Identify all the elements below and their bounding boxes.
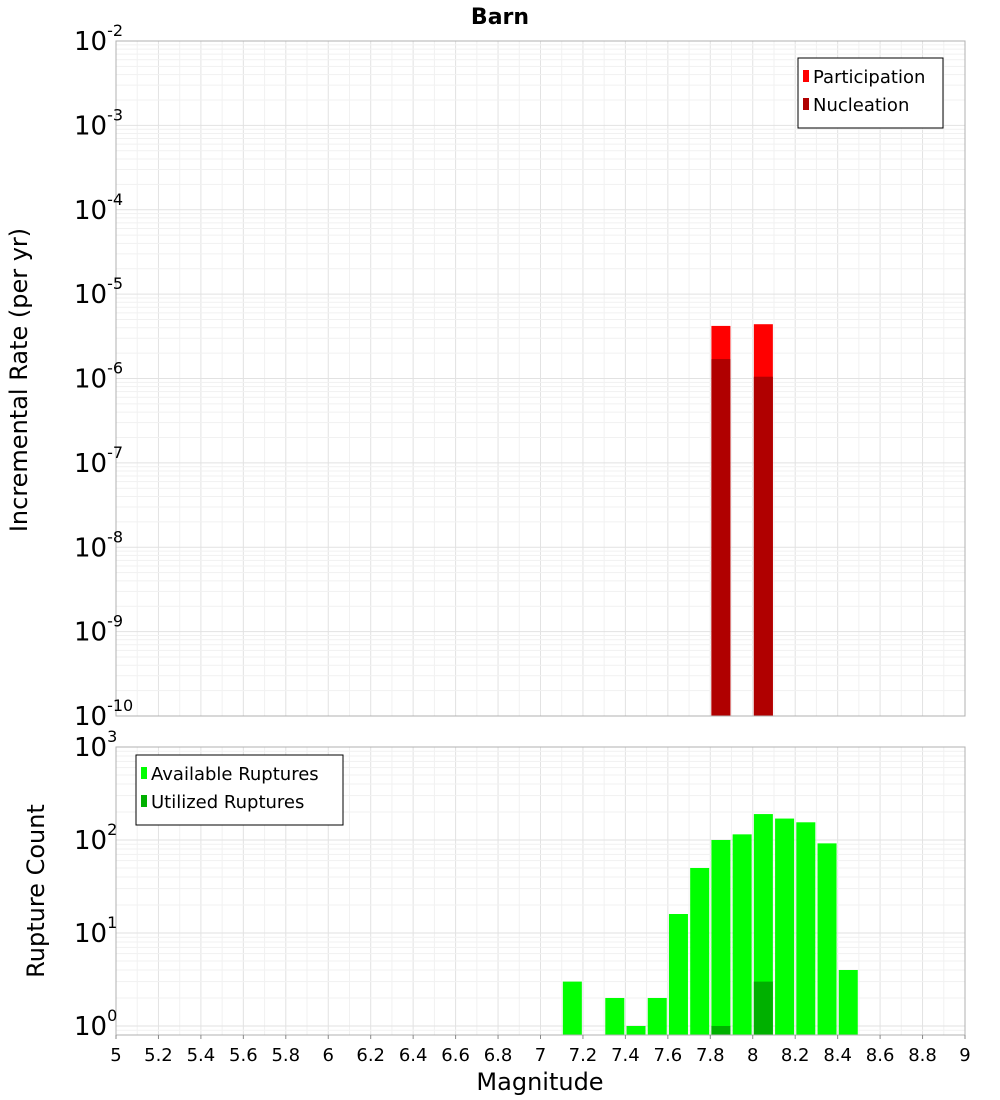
x-tick-label: 9 — [959, 1045, 970, 1066]
x-axis-label: Magnitude — [476, 1068, 603, 1096]
rate-y-tick-label: 10-9 — [74, 612, 123, 648]
x-tick-label: 5.4 — [187, 1045, 216, 1066]
x-tick-label: 7.2 — [569, 1045, 598, 1066]
x-tick-label: 7.8 — [696, 1045, 725, 1066]
count-y-axis-label: Rupture Count — [22, 804, 50, 978]
x-tick-label: 5.6 — [229, 1045, 258, 1066]
utilized-ruptures-bar — [711, 1025, 731, 1035]
x-tick-label: 8.2 — [781, 1045, 810, 1066]
x-tick-label: 6.2 — [356, 1045, 385, 1066]
x-tick-label: 5.2 — [144, 1045, 173, 1066]
available-ruptures-bar — [732, 834, 752, 1035]
nucleation-bar — [711, 359, 731, 716]
x-tick-label: 5 — [110, 1045, 121, 1066]
rate-gridlines — [115, 40, 966, 717]
rate-y-tick-label: 10-10 — [74, 696, 133, 732]
rate-y-tick-label: 10-3 — [74, 105, 123, 141]
count-legend-label: Utilized Ruptures — [151, 792, 304, 813]
rate-legend-swatch — [803, 70, 809, 82]
available-ruptures-bar — [753, 814, 773, 1035]
available-ruptures-bar — [562, 981, 582, 1035]
count-legend-box — [135, 754, 344, 826]
rate-y-tick-label: 10-2 — [74, 21, 123, 57]
x-tick-label: 7.4 — [611, 1045, 640, 1066]
x-tick-label: 6.6 — [441, 1045, 470, 1066]
available-ruptures-bar — [626, 1025, 646, 1035]
count-panel: 100 101 102 103 5 5.2 5.4 5.6 5.8 6 6.2 6.4 6.6 6.8 7… — [22, 727, 971, 1096]
count-legend: Available Ruptures Utilized Ruptures — [135, 754, 344, 826]
rate-legend: Participation Nucleation — [797, 57, 944, 129]
rate-y-tick-label: 10-7 — [74, 443, 123, 479]
available-ruptures-bar — [838, 969, 858, 1035]
x-tick-label: 7 — [535, 1045, 546, 1066]
available-ruptures-bar — [668, 914, 688, 1035]
count-y-tick-label: 102 — [74, 820, 117, 856]
x-tick-label: 7.6 — [654, 1045, 683, 1066]
count-legend-swatch — [141, 795, 147, 807]
nucleation-bar — [753, 376, 773, 716]
rate-y-axis-label: Incremental Rate (per yr) — [5, 228, 33, 532]
rate-y-ticks: 10-10 10-9 10-8 10-7 10-6 10-5 10-4 10-3 10-2 — [74, 21, 133, 732]
rate-y-tick-label: 10-4 — [74, 190, 123, 226]
x-tick-label: 8 — [747, 1045, 758, 1066]
available-ruptures-bar — [690, 867, 710, 1035]
rate-legend-label: Participation — [813, 67, 925, 88]
rate-y-tick-label: 10-5 — [74, 274, 123, 310]
x-tick-label: 6.4 — [399, 1045, 428, 1066]
x-tick-label: 8.4 — [823, 1045, 852, 1066]
available-ruptures-bar — [711, 839, 731, 1035]
x-tick-label: 5.8 — [271, 1045, 300, 1066]
x-tick-label: 6.8 — [484, 1045, 513, 1066]
chart-title: Barn — [471, 5, 529, 30]
count-legend-label: Available Ruptures — [151, 764, 319, 785]
magnitude-x-ticks: 5 5.2 5.4 5.6 5.8 6 6.2 6.4 6.6 6.8 7 7.2 7.4 7.6 7.8 8… — [110, 1035, 971, 1066]
count-y-ticks: 100 101 102 103 — [74, 727, 117, 1042]
rate-plot-border — [115, 40, 966, 717]
available-ruptures-bar — [775, 818, 795, 1035]
rate-bars — [711, 324, 773, 716]
count-legend-swatch — [141, 767, 147, 779]
rate-y-tick-label: 10-8 — [74, 527, 123, 563]
x-tick-label: 8.6 — [866, 1045, 895, 1066]
rate-legend-box — [797, 57, 944, 129]
count-y-tick-label: 100 — [74, 1006, 117, 1042]
available-ruptures-bar — [796, 822, 816, 1035]
count-y-tick-label: 101 — [74, 913, 117, 949]
utilized-ruptures-bar — [753, 981, 773, 1035]
available-ruptures-bar — [817, 843, 837, 1035]
count-bars — [562, 814, 858, 1035]
rate-legend-label: Nucleation — [813, 95, 909, 116]
rate-panel: 10-10 10-9 10-8 10-7 10-6 10-5 10-4 10-3 10-2 In… — [5, 21, 966, 732]
x-tick-label: 8.8 — [908, 1045, 937, 1066]
count-y-tick-label: 103 — [74, 727, 117, 763]
rate-y-tick-label: 10-6 — [74, 359, 123, 395]
available-ruptures-bar — [605, 997, 625, 1035]
rate-legend-swatch — [803, 98, 809, 110]
x-tick-label: 6 — [323, 1045, 334, 1066]
available-ruptures-bar — [647, 997, 667, 1035]
